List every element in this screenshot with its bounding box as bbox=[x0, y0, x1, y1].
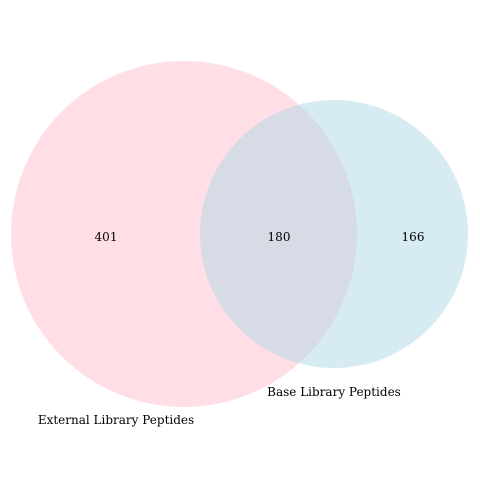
only-base-count: 166 bbox=[402, 230, 425, 244]
external-library-label: External Library Peptides bbox=[38, 413, 194, 427]
intersection-count: 180 bbox=[268, 230, 291, 244]
base-library-label: Base Library Peptides bbox=[267, 385, 401, 399]
only-external-count: 401 bbox=[95, 230, 118, 244]
base-library-circle bbox=[200, 100, 468, 368]
